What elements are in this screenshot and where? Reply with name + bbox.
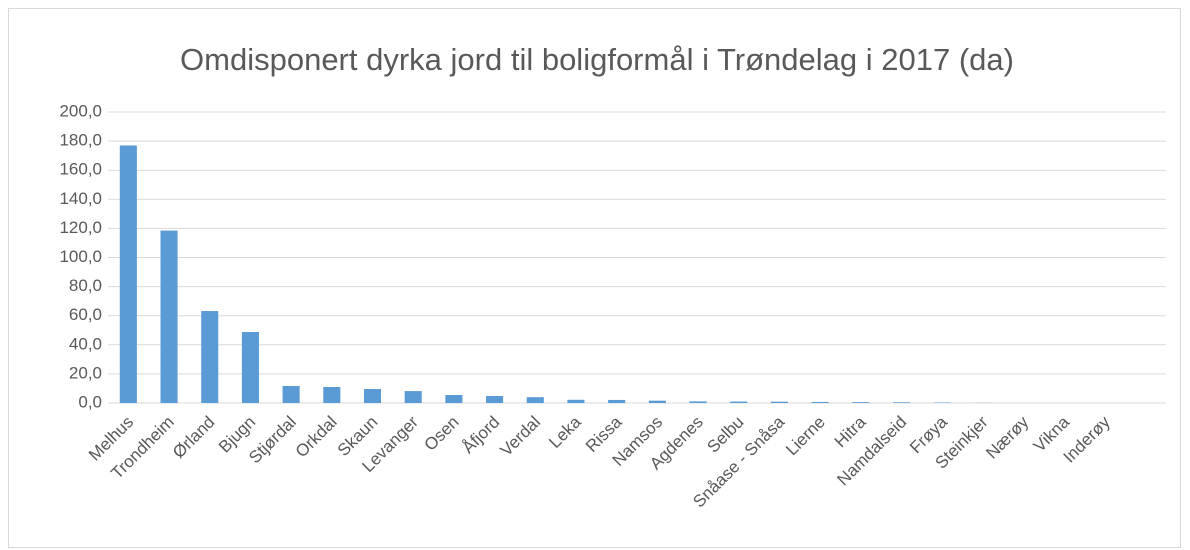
- chart-title: Omdisponert dyrka jord til boligformål i…: [180, 42, 1014, 77]
- bar: [811, 401, 829, 403]
- y-tick-label: 100,0: [59, 247, 102, 266]
- bar: [201, 311, 219, 403]
- bar: [689, 401, 707, 403]
- y-tick-label: 0,0: [78, 392, 102, 411]
- bar: [119, 145, 137, 403]
- bar: [160, 230, 178, 403]
- y-tick-label: 180,0: [59, 131, 102, 150]
- bar: [526, 397, 544, 403]
- y-tick-label: 60,0: [69, 305, 102, 324]
- y-tick-label: 160,0: [59, 160, 102, 179]
- bar: [445, 394, 463, 403]
- bar: [282, 385, 300, 403]
- chart-frame: [8, 8, 1181, 548]
- bar: [567, 399, 585, 403]
- bar: [363, 389, 382, 403]
- y-tick-label: 140,0: [59, 189, 102, 208]
- bar: [608, 399, 626, 403]
- bar: [486, 396, 504, 403]
- bar: [892, 402, 911, 403]
- bar: [241, 331, 259, 403]
- bar: [323, 386, 341, 403]
- y-tick-label: 40,0: [69, 334, 102, 353]
- bar: [730, 401, 748, 403]
- y-tick-label: 120,0: [59, 218, 102, 237]
- bar: [770, 401, 788, 403]
- y-tick-label: 20,0: [69, 363, 102, 382]
- bar: [852, 402, 870, 403]
- bar: [648, 400, 666, 403]
- bar: [404, 391, 422, 403]
- y-tick-label: 200,0: [59, 101, 102, 120]
- y-tick-label: 80,0: [69, 276, 102, 295]
